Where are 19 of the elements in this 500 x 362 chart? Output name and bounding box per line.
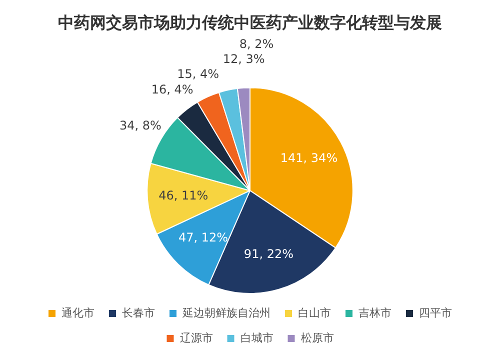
data-label: 16, 4% (151, 82, 194, 96)
data-label: 34, 8% (119, 118, 162, 133)
legend-label: 松原市 (300, 331, 334, 344)
legend-label: 吉林市 (358, 306, 392, 320)
data-label: 46, 11% (158, 188, 208, 202)
data-label: 47, 12% (178, 230, 228, 245)
legend-label: 白城市 (240, 331, 274, 344)
legend-label: 通化市 (62, 306, 94, 320)
data-label: 8, 2% (239, 36, 274, 51)
legend-label: 长春市 (122, 306, 155, 320)
chart-title: 中药网交易市场助力传统中医药产业数字化转型与发展 (58, 12, 442, 32)
legend-label: 四平市 (419, 306, 452, 320)
legend-label: 白山市 (298, 306, 331, 320)
data-label: 91, 22% (244, 246, 294, 261)
data-label: 15, 4% (177, 66, 220, 81)
legend-label: 延边朝鲜族自治州 (182, 306, 270, 320)
data-label: 12, 3% (222, 52, 265, 66)
data-label: 141, 34% (280, 151, 338, 166)
legend-label: 辽源市 (180, 331, 213, 344)
